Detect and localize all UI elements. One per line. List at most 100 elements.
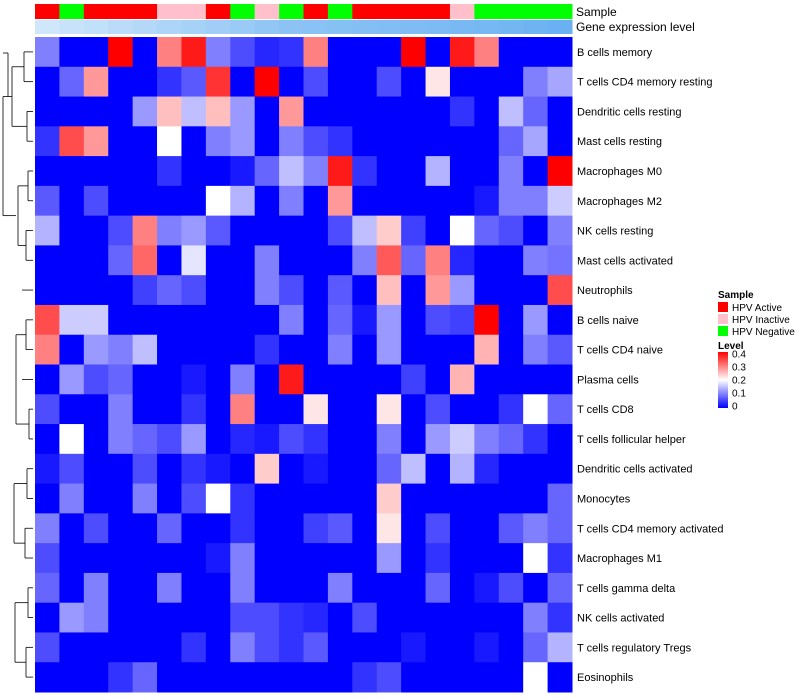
heatmap-cell — [474, 215, 500, 246]
heatmap-cell — [132, 66, 158, 98]
heatmap-cell — [230, 483, 256, 514]
heatmap-cell — [547, 483, 573, 514]
heatmap-cell — [474, 185, 500, 217]
heatmap-cell — [181, 275, 207, 306]
row-label: B cells memory — [577, 47, 653, 59]
sample-annotation-cell — [254, 4, 280, 19]
row-label: T cells follicular helper — [577, 434, 686, 446]
heatmap-cell — [449, 513, 475, 544]
heatmap-cell — [35, 37, 60, 68]
heatmap-cell — [474, 513, 500, 544]
heatmap-cell — [35, 632, 60, 663]
heatmap-cell — [547, 632, 573, 663]
heatmap-cell — [157, 66, 182, 98]
heatmap-cell — [425, 334, 451, 365]
heatmap-cell — [230, 245, 256, 276]
heatmap-cell — [352, 215, 378, 246]
heatmap-cell — [523, 483, 549, 514]
heatmap-cell — [59, 275, 85, 306]
heatmap-cell — [132, 424, 158, 455]
heatmap-cell — [181, 215, 207, 246]
heatmap-cell — [157, 632, 182, 663]
heatmap-cell — [157, 126, 182, 157]
gene-expression-annotation-cell — [523, 20, 549, 34]
heatmap-cell — [303, 245, 329, 276]
heatmap-cell — [132, 453, 158, 485]
heatmap-cell — [254, 602, 280, 633]
heatmap-cell — [523, 424, 549, 455]
heatmap-cell — [523, 96, 549, 127]
heatmap-cell — [376, 66, 402, 98]
heatmap-cell — [205, 66, 231, 98]
heatmap-cell — [83, 453, 109, 485]
heatmap-cell — [181, 66, 207, 98]
heatmap-cell — [254, 483, 280, 514]
heatmap-cell — [547, 394, 573, 425]
heatmap-cell — [108, 483, 134, 514]
row-label: Macrophages M1 — [577, 553, 662, 565]
row-label: T cells gamma delta — [577, 583, 676, 595]
row-label: Dendritic cells resting — [577, 106, 682, 118]
heatmap-cell — [523, 37, 549, 68]
heatmap-cell — [352, 424, 378, 455]
heatmap-cell — [474, 453, 500, 485]
heatmap-cell — [279, 662, 304, 693]
heatmap-cell — [327, 572, 353, 604]
heatmap-cell — [401, 424, 427, 455]
heatmap-cell — [108, 96, 134, 127]
sample-annotation-cell — [352, 4, 378, 19]
heatmap-cell — [449, 275, 475, 306]
heatmap-cell — [108, 543, 134, 574]
heatmap-cell — [547, 185, 573, 217]
heatmap-cell — [205, 215, 231, 246]
heatmap-cell — [327, 394, 353, 425]
heatmap-cell — [425, 185, 451, 217]
heatmap-cell — [401, 334, 427, 365]
heatmap-cell — [181, 483, 207, 514]
heatmap-cell — [376, 334, 402, 365]
heatmap-cell — [59, 662, 85, 693]
heatmap-cell — [59, 304, 85, 336]
heatmap-cell — [35, 543, 60, 574]
heatmap-cell — [425, 275, 451, 306]
sample-annotation-cell — [83, 4, 109, 19]
heatmap-cell — [279, 424, 304, 455]
heatmap-cell — [425, 215, 451, 246]
heatmap-cell — [181, 632, 207, 663]
heatmap-cell — [230, 156, 256, 187]
heatmap-cells — [35, 37, 573, 693]
heatmap-cell — [303, 602, 329, 633]
heatmap-cell — [376, 215, 402, 246]
heatmap-cell — [327, 453, 353, 485]
heatmap-cell — [401, 662, 427, 693]
heatmap-cell — [254, 156, 280, 187]
heatmap-cell — [327, 245, 353, 276]
heatmap-cell — [498, 483, 524, 514]
heatmap-cell — [279, 572, 304, 604]
heatmap-cell — [230, 275, 256, 306]
heatmap-cell — [303, 37, 329, 68]
gene-expression-annotation-cell — [230, 20, 256, 34]
heatmap-cell — [230, 304, 256, 336]
heatmap-cell — [376, 513, 402, 544]
heatmap-cell — [108, 275, 134, 306]
gene-expression-annotation-label: Gene expression level — [576, 20, 695, 34]
gene-expression-annotation-cell — [108, 20, 134, 34]
sample-annotation-cell — [230, 4, 256, 19]
heatmap-cell — [547, 424, 573, 455]
heatmap-cell — [181, 572, 207, 604]
heatmap-cell — [474, 96, 500, 127]
heatmap-cell — [327, 37, 353, 68]
heatmap-cell — [401, 245, 427, 276]
heatmap-cell — [376, 602, 402, 633]
heatmap-cell — [181, 662, 207, 693]
gene-expression-annotation-cell — [327, 20, 353, 34]
heatmap-cell — [59, 66, 85, 98]
heatmap-cell — [425, 513, 451, 544]
heatmap-cell — [254, 364, 280, 395]
heatmap-cell — [83, 334, 109, 365]
heatmap-cell — [181, 364, 207, 395]
heatmap-cell — [376, 572, 402, 604]
sample-annotation-cell — [474, 4, 500, 19]
